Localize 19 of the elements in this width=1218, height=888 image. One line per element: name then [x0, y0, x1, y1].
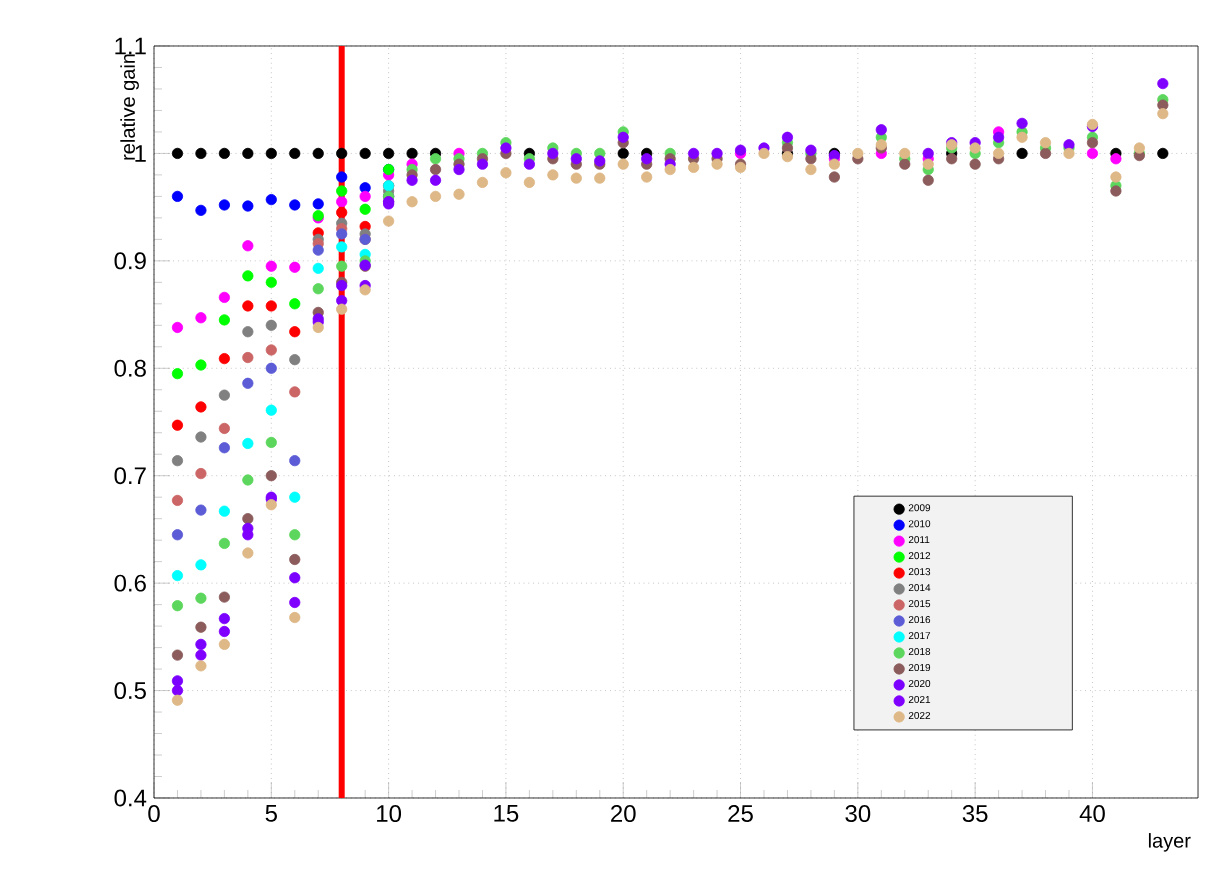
y-tick-label: 0.8 [114, 359, 146, 377]
x-tick-label: 30 [845, 805, 871, 823]
y-tick-label: 1.1 [115, 37, 146, 55]
y-axis-title: relative gain [120, 54, 139, 160]
x-tick-label: 0 [148, 805, 160, 823]
y-tick-label: 0.7 [114, 467, 146, 485]
x-tick-label: 10 [377, 805, 402, 823]
x-tick-label: 35 [962, 805, 988, 823]
y-tick-label: 0.5 [114, 682, 146, 700]
x-tick-label: 20 [611, 805, 636, 823]
x-tick-label: 15 [494, 805, 519, 822]
y-tick-label: 0.4 [114, 789, 147, 807]
x-tick-label: 25 [728, 805, 753, 823]
y-tick-label: 0.9 [114, 252, 146, 270]
x-tick-label: 5 [265, 805, 277, 822]
x-tick-label: 40 [1079, 805, 1105, 823]
y-tick-label: 1 [135, 145, 146, 162]
y-tick-label: 0.6 [114, 574, 146, 592]
x-axis-title: layer [1148, 833, 1191, 852]
